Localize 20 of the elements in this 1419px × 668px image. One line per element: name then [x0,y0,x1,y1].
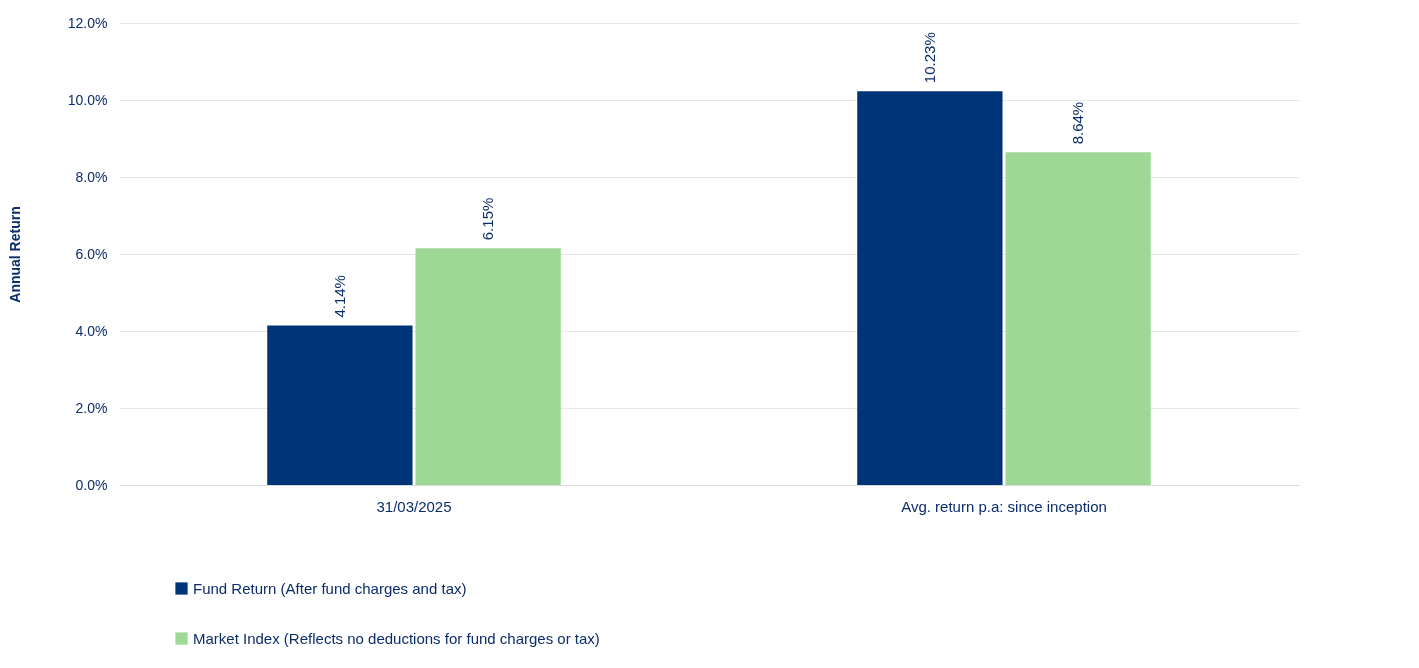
y-axis-title: Annual Return [6,206,23,303]
legend-label: Fund Return (After fund charges and tax) [193,579,467,597]
x-tick-label: 31/03/2025 [376,497,452,515]
y-tick-label: 6.0% [75,245,108,262]
data-label: 4.14% [330,275,348,318]
y-tick-label: 4.0% [75,322,108,339]
y-tick-label: 12.0% [67,14,108,31]
bar [857,91,1003,485]
y-tick-label: 0.0% [75,476,108,493]
y-tick-label: 10.0% [67,91,108,108]
legend-label: Market Index (Reflects no deductions for fund charges or tax) [193,629,600,647]
data-label: 6.15% [479,197,497,241]
data-label: 10.23% [920,32,938,84]
x-tick-label: Avg. return p.a: since inception [901,497,1107,515]
y-tick-label: 8.0% [75,168,108,185]
bar [267,325,413,485]
data-label: 8.64% [1069,101,1087,145]
y-tick-label: 2.0% [75,399,108,416]
bar [415,248,561,485]
bar [1005,152,1151,485]
